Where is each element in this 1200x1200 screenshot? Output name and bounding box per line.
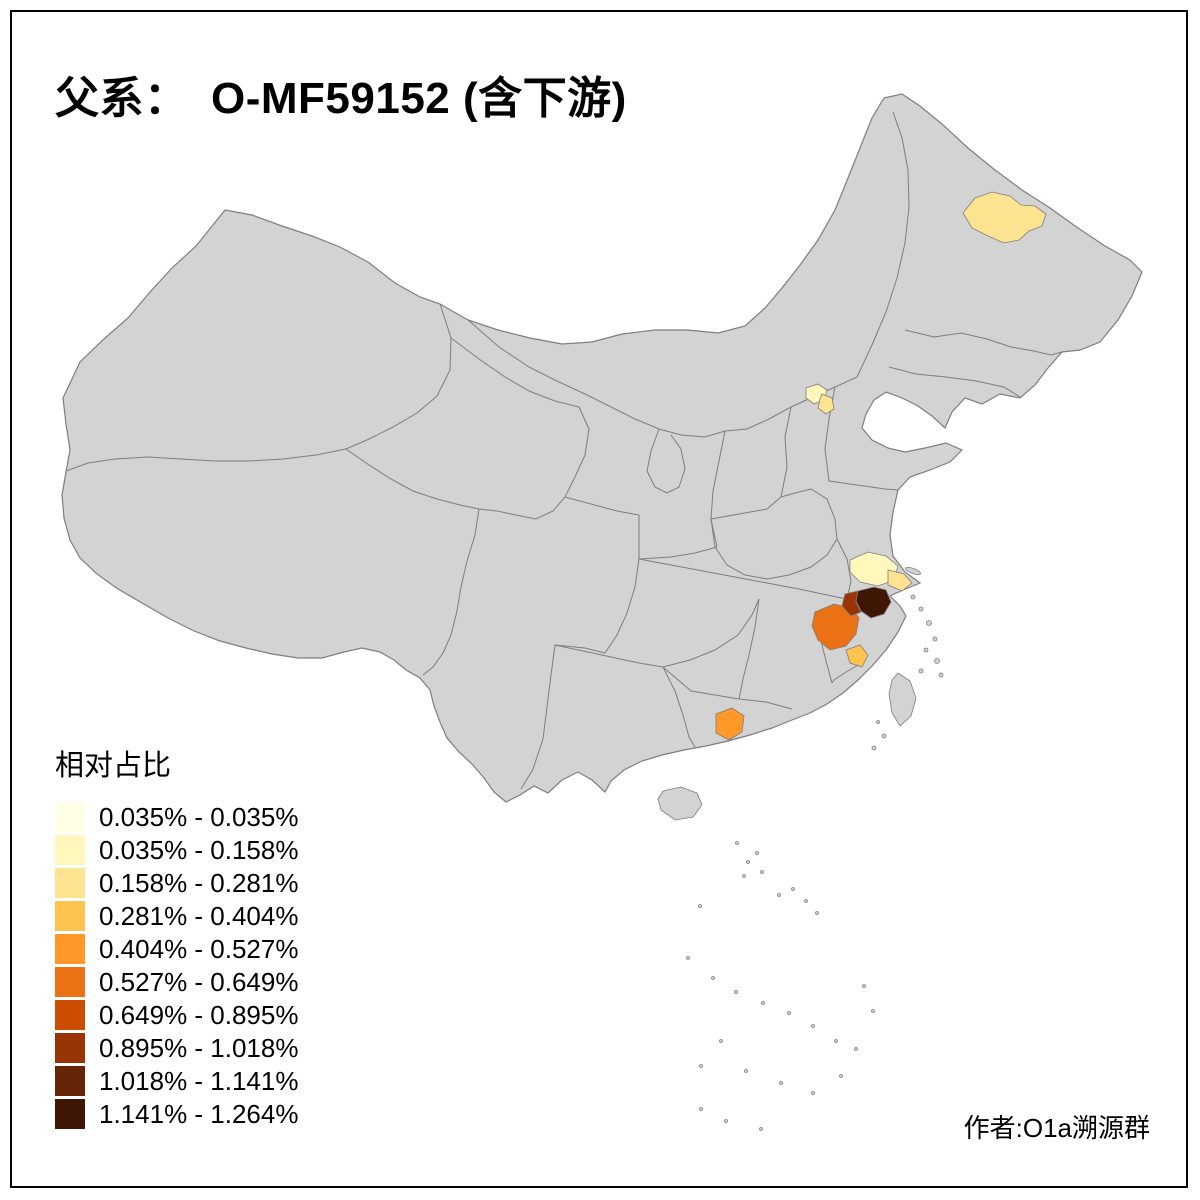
legend-range-label: 1.141% - 1.264% — [99, 1099, 299, 1129]
legend-title: 相对占比 — [55, 750, 172, 782]
legend-item: 1.018% - 1.141% — [55, 1066, 298, 1096]
region-guangdong-central — [715, 707, 745, 741]
province-borders — [65, 111, 1063, 790]
mainland-outline — [61, 93, 1143, 803]
chongming-islet — [905, 566, 921, 576]
legend-item: 0.281% - 0.404% — [55, 901, 298, 931]
hainan-island — [657, 786, 703, 821]
region-fujian-northeast — [845, 644, 869, 668]
legend-swatch — [55, 1000, 85, 1030]
legend-item: 1.141% - 1.264% — [55, 1099, 298, 1129]
islands — [657, 566, 944, 1131]
legend-swatch — [55, 967, 85, 997]
legend-swatch — [55, 901, 85, 931]
legend-swatch — [55, 1099, 85, 1129]
legend-range-label: 0.158% - 0.281% — [99, 868, 299, 898]
legend-swatch — [55, 934, 85, 964]
legend-range-label: 0.649% - 0.895% — [99, 1000, 299, 1030]
legend-items: 0.035% - 0.035% 0.035% - 0.158% 0.158% -… — [55, 802, 298, 1129]
legend-item: 0.527% - 0.649% — [55, 967, 298, 997]
legend-range-label: 0.035% - 0.035% — [99, 802, 299, 832]
legend-swatch — [55, 1033, 85, 1063]
region-shanghai-area — [887, 569, 913, 592]
legend-swatch — [55, 868, 85, 898]
legend-range-label: 1.018% - 1.141% — [99, 1066, 299, 1096]
legend-item: 0.649% - 0.895% — [55, 1000, 298, 1030]
legend-item: 0.404% - 0.527% — [55, 934, 298, 964]
region-heilongjiang-central — [962, 191, 1047, 244]
region-tianjin — [817, 393, 835, 415]
legend-swatch — [55, 802, 85, 832]
china-mainland — [61, 93, 1143, 803]
legend-range-label: 0.281% - 0.404% — [99, 901, 299, 931]
south-china-sea-islets — [686, 841, 875, 1131]
legend-item: 0.035% - 0.035% — [55, 802, 298, 832]
legend-item: 0.158% - 0.281% — [55, 868, 298, 898]
legend-item: 0.035% - 0.158% — [55, 835, 298, 865]
coastal-islets — [871, 594, 944, 751]
page-title: 父系： O-MF59152 (含下游) — [55, 74, 627, 123]
region-zhejiang-north-darkest — [855, 586, 892, 619]
legend-range-label: 0.404% - 0.527% — [99, 934, 299, 964]
highlighted-regions — [715, 191, 1047, 741]
legend-swatch — [55, 1066, 85, 1096]
taiwan-island — [888, 672, 917, 727]
legend-range-label: 0.035% - 0.158% — [99, 835, 299, 865]
legend-swatch — [55, 835, 85, 865]
legend: 相对占比 0.035% - 0.035% 0.035% - 0.158% 0.1… — [55, 742, 298, 1129]
legend-range-label: 0.527% - 0.649% — [99, 967, 299, 997]
author-credit: 作者:O1a溯源群 — [963, 1113, 1150, 1143]
legend-range-label: 0.895% - 1.018% — [99, 1033, 299, 1063]
legend-item: 0.895% - 1.018% — [55, 1033, 298, 1063]
